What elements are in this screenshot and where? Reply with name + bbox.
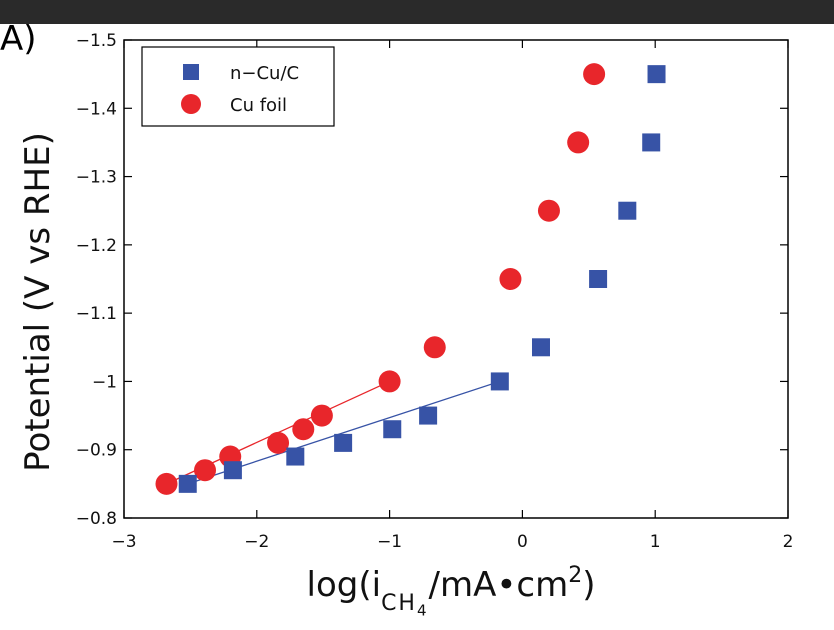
header-bar (0, 0, 834, 24)
data-point-ncu (419, 406, 438, 425)
x-axis-label-mid: /mA•cm (428, 565, 569, 605)
legend-marker-cufoil (181, 94, 201, 114)
data-point-cufoil (267, 431, 290, 454)
y-axis-label: Potential (V vs RHE) (18, 132, 58, 472)
data-point-ncu (589, 270, 608, 288)
data-point-ncu (178, 474, 197, 493)
x-tick-label: −2 (244, 532, 269, 552)
legend: n−Cu/C Cu foil (141, 46, 335, 127)
data-point-cufoil (378, 370, 401, 393)
data-point-ncu (642, 133, 661, 152)
legend-label-ncu: n−Cu/C (230, 63, 299, 84)
y-tick-label: −0.9 (76, 441, 117, 461)
legend-marker-ncu (183, 64, 199, 80)
y-tick-label: −1.1 (76, 304, 117, 324)
x-axis-label: log(iCH4/mA•cm2) (306, 565, 596, 618)
data-point-ncu (286, 447, 305, 466)
y-tick-label: −1.3 (76, 168, 117, 188)
data-point-cufoil (310, 404, 333, 427)
data-point-cufoil (537, 199, 560, 222)
data-point-ncu (223, 461, 242, 480)
x-tick-label: 0 (517, 532, 528, 552)
panel-label: A) (0, 19, 37, 59)
axis-ticks: −3 −2 −1 0 1 2 −1.5 −1.4 −1.3 −1.2 −1.1 −1 −0.9 −0.8 (76, 31, 794, 552)
x-tick-label: 2 (783, 532, 794, 552)
data-point-ncu (490, 372, 509, 391)
x-axis-label-sub: CH4 (381, 591, 429, 620)
x-axis-label-post: ) (582, 565, 596, 605)
x-tick-label: −1 (377, 532, 402, 552)
y-tick-label: −0.8 (76, 509, 117, 529)
data-point-ncu (383, 420, 402, 439)
data-point-ncu (647, 65, 666, 84)
plot-frame (123, 39, 789, 519)
data-point-cufoil (567, 131, 590, 154)
legend-label-cufoil: Cu foil (230, 95, 287, 116)
data-point-cufoil (194, 459, 217, 482)
legend-box (141, 46, 335, 127)
data-point-ncu (531, 338, 550, 357)
x-axis-label-sup: 2 (568, 563, 583, 588)
data-point-cufoil (583, 63, 606, 86)
data-point-cufoil (155, 472, 178, 495)
data-point-ncu (618, 201, 637, 220)
x-axis-label-pre: log(i (306, 565, 382, 605)
y-tick-label: −1 (92, 372, 117, 392)
x-tick-label: −3 (111, 532, 136, 552)
fit-lines (166, 380, 501, 485)
data-point-cufoil (423, 336, 446, 359)
data-point-cufoil (292, 418, 315, 441)
y-tick-label: −1.2 (76, 236, 117, 256)
x-tick-label: 1 (650, 532, 661, 552)
data-marks (155, 63, 666, 495)
data-point-ncu (334, 433, 353, 452)
y-tick-label: −1.5 (76, 31, 117, 51)
y-tick-label: −1.4 (76, 99, 117, 119)
data-point-cufoil (499, 268, 522, 290)
